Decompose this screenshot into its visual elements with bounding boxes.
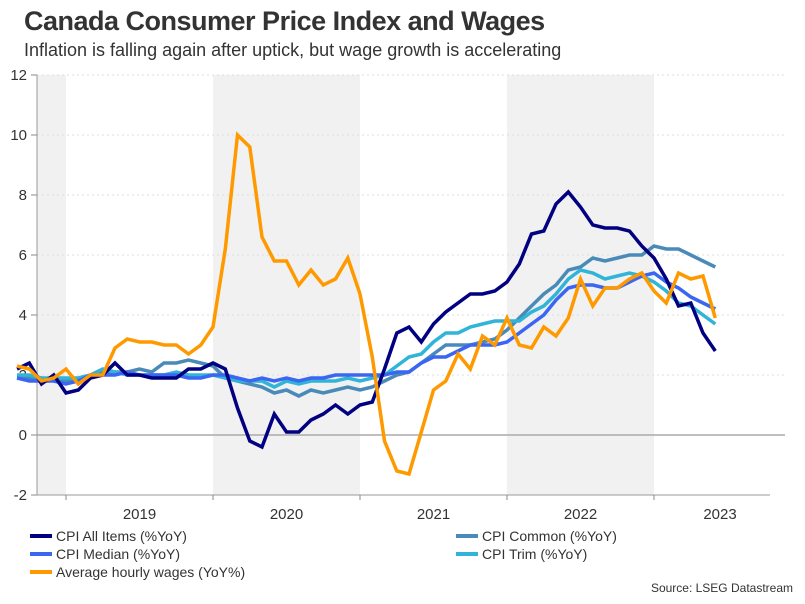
legend-label: Average hourly wages (YoY%) <box>56 564 246 580</box>
x-tick-label-2020: 2020 <box>270 506 303 523</box>
chart-title: Canada Consumer Price Index and Wages <box>24 6 545 36</box>
legend-item-cpi-all-items: CPI All Items (%YoY) <box>30 528 187 544</box>
y-tick-label: 6 <box>19 247 27 264</box>
chart-subtitle: Inflation is falling again after uptick,… <box>24 40 562 60</box>
legend-label: CPI Median (%YoY) <box>56 546 180 562</box>
y-tick-label: 8 <box>19 187 27 204</box>
legend-swatch <box>456 552 478 556</box>
x-tick-label-2022: 2022 <box>564 506 597 523</box>
y-tick-label: 12 <box>10 67 27 84</box>
shaded-year-bands <box>37 75 654 495</box>
legend-swatch <box>30 534 52 538</box>
source-note: Source: LSEG Datastream <box>650 581 793 595</box>
shaded-band-2018 <box>37 75 66 495</box>
y-tick-label: 0 <box>19 427 27 444</box>
x-tick-label-2021: 2021 <box>417 506 450 523</box>
legend-item-cpi-trim: CPI Trim (%YoY) <box>456 546 587 562</box>
legend-label: CPI Common (%YoY) <box>482 528 617 544</box>
series-line-average-hourly-wages-yoy <box>16 131 717 477</box>
legend-swatch <box>456 534 478 538</box>
legend-item-cpi-common: CPI Common (%YoY) <box>456 528 617 544</box>
legend-label: CPI Trim (%YoY) <box>482 546 588 562</box>
legend-label: CPI All Items (%YoY) <box>56 528 187 544</box>
x-tick-label-2023: 2023 <box>703 506 736 523</box>
legend-item-cpi-median: CPI Median (%YoY) <box>30 546 180 562</box>
gridlines <box>37 74 785 436</box>
y-tick-label: -2 <box>14 487 27 504</box>
series-lines <box>16 131 717 477</box>
x-tick-label-2019: 2019 <box>123 506 156 523</box>
legend-swatch <box>30 552 52 556</box>
legend-swatch <box>30 570 52 574</box>
legend-item-average-hourly-wages: Average hourly wages (YoY%) <box>30 564 245 580</box>
y-tick-label: 4 <box>19 307 27 324</box>
y-tick-label: 10 <box>10 127 27 144</box>
series-line-cpi-all-items-yoy <box>16 189 717 450</box>
series-line-cpi-common-yoy <box>17 244 717 398</box>
